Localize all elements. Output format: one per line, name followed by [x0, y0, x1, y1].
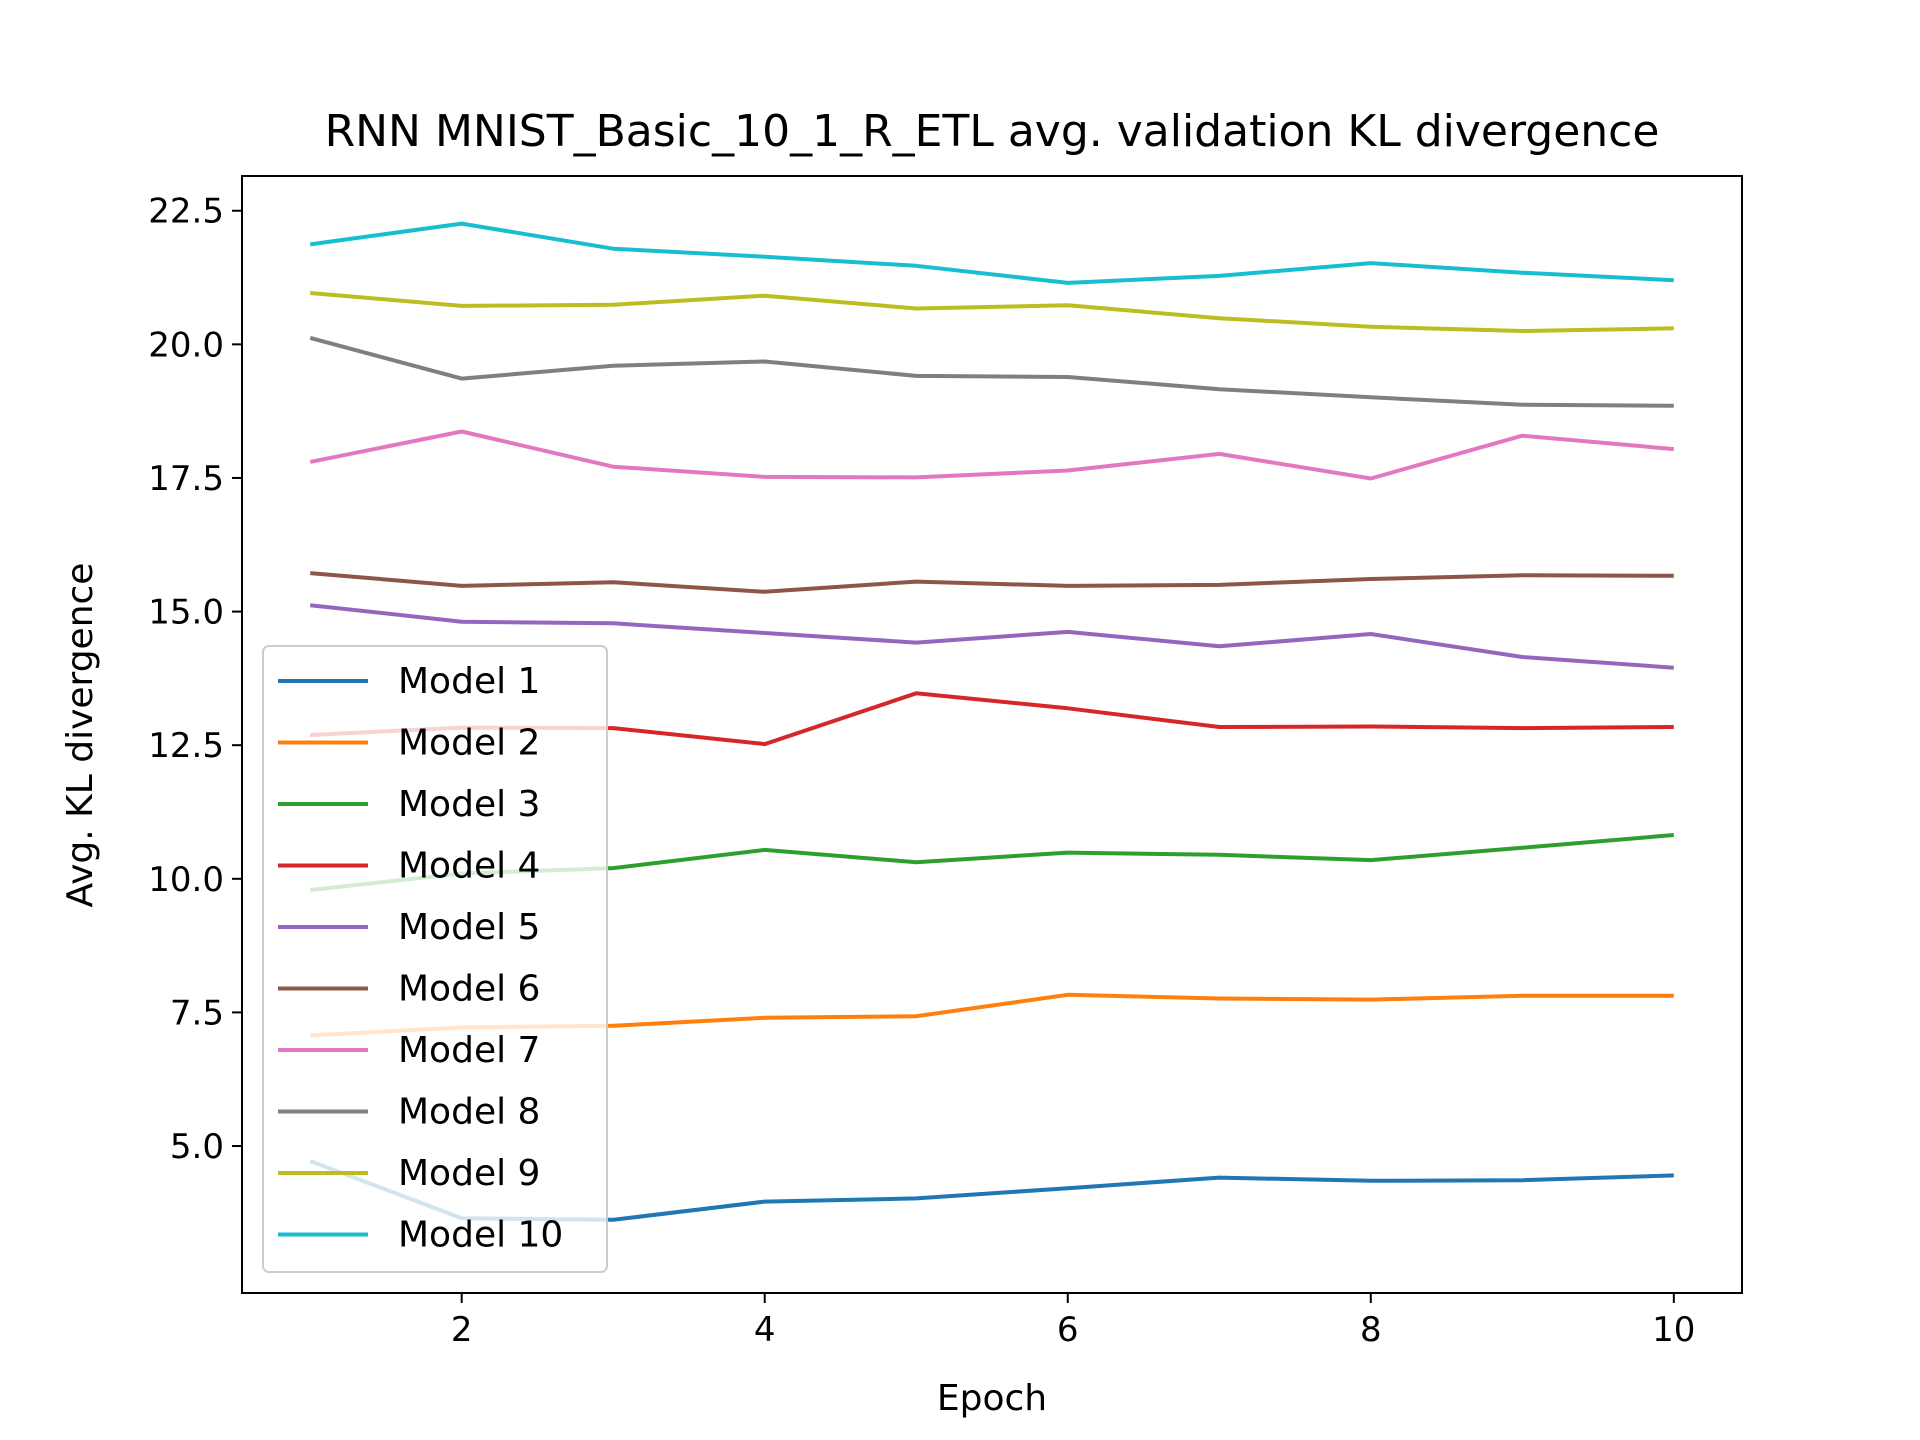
- y-tick-label: 10.0: [148, 860, 224, 900]
- legend-label: Model 6: [398, 969, 540, 1010]
- x-tick-label: 10: [1652, 1310, 1695, 1350]
- y-tick-label: 20.0: [148, 325, 224, 365]
- x-tick-label: 8: [1360, 1310, 1382, 1350]
- legend-label: Model 5: [398, 907, 540, 948]
- series-line-8: [309, 335, 1674, 408]
- x-axis: 2 4 6 8 10: [451, 1293, 1695, 1350]
- y-tick-label: 7.5: [170, 993, 224, 1033]
- y-tick-label: 17.5: [148, 459, 224, 499]
- y-tick-label: 22.5: [148, 192, 224, 232]
- series-line-9: [310, 291, 1674, 333]
- series-line-10: [309, 221, 1674, 285]
- series-line-5: [309, 603, 1674, 670]
- y-tick-label: 5.0: [170, 1127, 224, 1167]
- legend-label: Model 4: [398, 846, 540, 887]
- y-tick-label: 15.0: [148, 593, 224, 633]
- x-axis-label: Epoch: [937, 1378, 1047, 1419]
- legend-label: Model 1: [398, 661, 540, 702]
- legend-label: Model 10: [398, 1215, 563, 1256]
- series-line-6: [310, 571, 1674, 594]
- legend-label: Model 2: [398, 723, 540, 764]
- legend-label: Model 3: [398, 784, 540, 825]
- series-line-7: [309, 429, 1674, 481]
- x-tick-label: 2: [451, 1310, 473, 1350]
- y-axis-label: Avg. KL divergence: [60, 563, 101, 908]
- legend-label: Model 7: [398, 1030, 540, 1071]
- legend-label: Model 8: [398, 1092, 540, 1133]
- y-tick-label: 12.5: [148, 726, 224, 766]
- legend: Model 1 Model 2 Model 3 Model 4 Model 5 Model…: [262, 645, 608, 1273]
- chart-title: RNN MNIST_Basic_10_1_R_ETL avg. validati…: [325, 106, 1660, 157]
- plot-frame: [241, 175, 1743, 1294]
- legend-label: Model 9: [398, 1153, 540, 1194]
- x-tick-label: 6: [1057, 1310, 1079, 1350]
- x-tick-label: 4: [754, 1310, 776, 1350]
- y-axis: 5.0 7.5 10.0 12.5 15.0 17.5 20.0 22.5: [148, 192, 242, 1167]
